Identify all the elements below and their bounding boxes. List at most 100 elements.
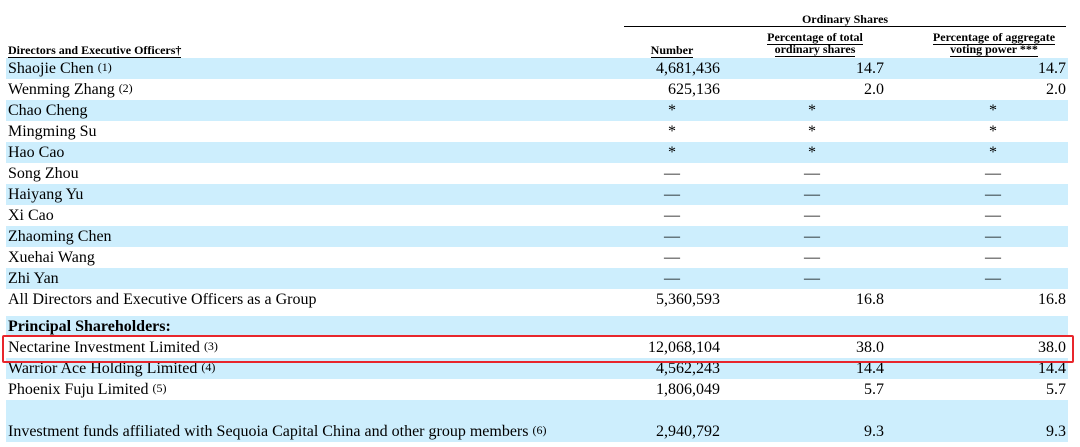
name-text: Xuehai Wang (8, 249, 95, 266)
name-text: Zhi Yan (8, 270, 59, 287)
section-row: Principal Shareholders: (6, 316, 1068, 337)
cell: — (664, 228, 680, 245)
cell: — (804, 165, 820, 182)
cell: * (668, 102, 676, 119)
footnote-ref: (3) (203, 339, 218, 353)
table-row: Shaojie Chen (1) 4,681,436 14.7 14.7 (6, 58, 1068, 79)
cell: * (808, 102, 816, 119)
table-row: Chao Cheng * * * (6, 100, 1068, 121)
section-title: Principal Shareholders: (8, 318, 171, 335)
cell: — (804, 249, 820, 266)
cell: — (664, 165, 680, 182)
cell: 625,136 (668, 81, 720, 98)
header-text: Percentage of total ordinary shares (767, 30, 863, 57)
highlight-box (2, 335, 1074, 363)
column-header: Percentage of total ordinary shares (752, 30, 878, 57)
cell: 38.0 (1038, 339, 1066, 356)
table-row: All Directors and Executive Officers as … (6, 289, 1068, 310)
table-row: Investment funds affiliated with Sequoia… (6, 400, 1068, 442)
footnote-ref: (5) (152, 381, 167, 395)
name-text: Warrior Ace Holding Limited (8, 360, 198, 377)
cell: — (985, 207, 1001, 224)
table-row: Mingming Su * * * (6, 121, 1068, 142)
column-header: Percentage of aggregate voting power *** (920, 30, 1068, 57)
row-name: Zhaoming Chen (8, 227, 598, 247)
cell: 9.3 (864, 423, 884, 440)
cell: 14.7 (1038, 60, 1066, 77)
table-row: Xuehai Wang — — — (6, 247, 1068, 268)
row-name: Zhi Yan (8, 269, 598, 289)
cell: — (804, 186, 820, 203)
cell: 12,068,104 (648, 339, 720, 356)
footnote-ref: (6) (532, 423, 547, 437)
cell: 2,940,792 (656, 423, 720, 440)
row-name: Xuehai Wang (8, 248, 598, 268)
footnote-ref: (4) (201, 360, 216, 374)
name-text: Haiyang Yu (8, 186, 84, 203)
cell: * (989, 144, 997, 161)
cell: — (985, 249, 1001, 266)
row-name: Mingming Su (8, 122, 598, 142)
row-name: All Directors and Executive Officers as … (8, 290, 598, 310)
table-row: Nectarine Investment Limited (3) 12,068,1… (6, 337, 1068, 358)
cell: 4,681,436 (656, 60, 720, 77)
cell: — (804, 207, 820, 224)
cell: 5.7 (1046, 381, 1066, 398)
cell: 2.0 (1046, 81, 1066, 98)
name-text: Wenming Zhang (8, 81, 115, 98)
row-name: Wenming Zhang (2) (8, 78, 598, 100)
cell: * (668, 144, 676, 161)
cell: — (985, 228, 1001, 245)
name-text: Hao Cao (8, 144, 65, 161)
cell: * (989, 102, 997, 119)
cell: 4,562,243 (656, 360, 720, 377)
row-name: Chao Cheng (8, 101, 598, 121)
row-name: Haiyang Yu (8, 185, 598, 205)
cell: — (664, 270, 680, 287)
column-header: Number (624, 43, 720, 58)
cell: 16.8 (856, 291, 884, 308)
cell: * (989, 123, 997, 140)
cell: * (808, 123, 816, 140)
cell: — (664, 207, 680, 224)
header-text: Number (650, 43, 694, 58)
table-row: Song Zhou — — — (6, 163, 1068, 184)
table-row: Xi Cao — — — (6, 205, 1068, 226)
name-text: Chao Cheng (8, 102, 88, 119)
cell: 16.8 (1038, 291, 1066, 308)
table-row: Haiyang Yu — — — (6, 184, 1068, 205)
cell: 38.0 (856, 339, 884, 356)
name-text: Zhaoming Chen (8, 228, 112, 245)
row-name: Phoenix Fuju Limited (5) (8, 378, 598, 400)
cell: 5,360,593 (656, 291, 720, 308)
name-text: Investment funds affiliated with Sequoia… (8, 423, 529, 440)
name-text: Shaojie Chen (8, 60, 94, 77)
table-row: Wenming Zhang (2) 625,136 2.0 2.0 (6, 79, 1068, 100)
cell: * (668, 123, 676, 140)
label-text: Directors and Executive Officers† (8, 43, 182, 58)
name-text: All Directors and Executive Officers as … (8, 291, 317, 308)
name-text: Song Zhou (8, 165, 79, 182)
table-row: Hao Cao * * * (6, 142, 1068, 163)
row-name: Investment funds affiliated with Sequoia… (8, 420, 598, 442)
table-row: Warrior Ace Holding Limited (4) 4,562,243… (6, 358, 1068, 379)
cell: 2.0 (864, 81, 884, 98)
footnote-ref: (1) (97, 60, 112, 74)
name-text: Phoenix Fuju Limited (8, 381, 149, 398)
table-row: Zhaoming Chen — — — (6, 226, 1068, 247)
cell: 14.4 (856, 360, 884, 377)
row-name: Shaojie Chen (1) (8, 57, 598, 79)
row-name: Hao Cao (8, 143, 598, 163)
name-text: Nectarine Investment Limited (8, 339, 200, 356)
cell: 14.7 (856, 60, 884, 77)
cell: — (985, 165, 1001, 182)
cell: 5.7 (864, 381, 884, 398)
table-row: Phoenix Fuju Limited (5) 1,806,049 5.7 5.7 (6, 379, 1068, 400)
table-row: Zhi Yan — — — (6, 268, 1068, 289)
cell: — (664, 186, 680, 203)
column-label: Directors and Executive Officers† (8, 43, 182, 58)
cell: 14.4 (1038, 360, 1066, 377)
row-name: Song Zhou (8, 164, 598, 184)
cell: * (808, 144, 816, 161)
